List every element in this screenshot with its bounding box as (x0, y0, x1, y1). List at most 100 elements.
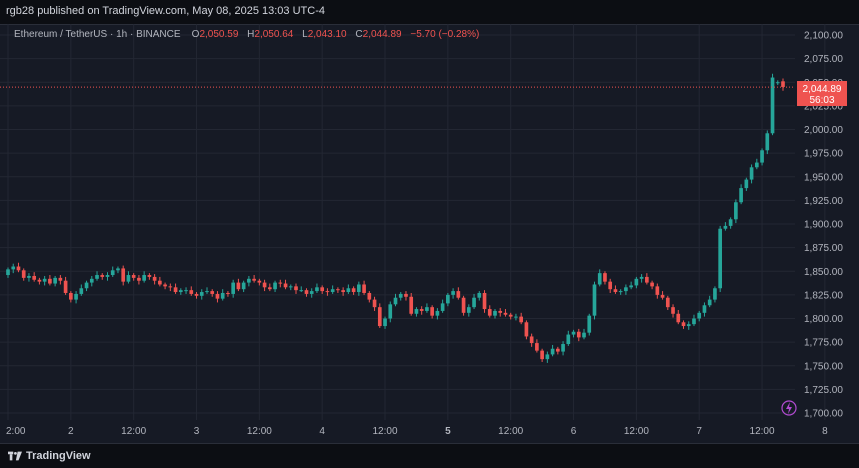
candle-body (634, 278, 639, 286)
candle (686, 321, 691, 330)
candle-body (351, 288, 356, 293)
candle-body (294, 286, 298, 291)
candle (472, 293, 476, 310)
candle-body (404, 293, 408, 297)
candle (184, 287, 188, 294)
candle-body (257, 280, 262, 283)
y-tick-label: 1,800.00 (804, 314, 843, 325)
candle (734, 199, 738, 224)
candle (273, 280, 277, 293)
candle-body (27, 275, 31, 278)
candle-body (362, 284, 366, 293)
candle-body (304, 290, 309, 294)
candle-body (173, 287, 178, 293)
candle-body (252, 278, 256, 281)
lightning-icon[interactable] (781, 400, 797, 416)
high-label: H (247, 29, 255, 40)
x-tick-label: 3 (194, 426, 200, 437)
candle-body (372, 299, 377, 308)
candle (681, 320, 686, 329)
candle (482, 290, 487, 313)
y-tick-label: 1,725.00 (804, 385, 843, 396)
candle-body (603, 273, 607, 282)
candle (477, 291, 482, 301)
candle (624, 284, 628, 295)
candle (241, 280, 246, 293)
candle (320, 285, 325, 294)
candle (388, 301, 393, 323)
candle (247, 275, 251, 287)
candle (561, 341, 565, 356)
candle (660, 291, 665, 300)
candle-body (566, 334, 571, 345)
candle-body (199, 292, 204, 296)
y-tick-label: 1,750.00 (804, 361, 843, 372)
candle-body (734, 202, 738, 220)
candle (309, 288, 314, 298)
candle-body (48, 278, 52, 284)
candle (702, 302, 707, 317)
candle-body (692, 318, 696, 325)
candle-body (555, 348, 560, 352)
candle (330, 285, 335, 294)
open-value: 2,050.59 (199, 29, 239, 40)
candle (163, 282, 167, 290)
candle-body (178, 290, 183, 293)
x-tick-label: 12:00 (498, 426, 523, 437)
candle (519, 312, 524, 325)
candle-body (74, 293, 78, 300)
candle (618, 289, 623, 295)
candle-body (121, 268, 126, 282)
candle (446, 292, 450, 307)
candle-body (671, 307, 675, 314)
y-tick-label: 2,000.00 (804, 125, 843, 136)
candle-body (116, 268, 120, 271)
candle-body (446, 294, 450, 304)
candle (74, 291, 78, 304)
candle (498, 308, 503, 317)
candle (744, 177, 749, 191)
published-caption: rgb28 published on TradingView.com, May … (6, 5, 325, 17)
candle (749, 164, 754, 184)
candle-body (540, 350, 544, 360)
candle-body (592, 284, 597, 316)
candle (42, 275, 47, 286)
candle-body (409, 296, 414, 314)
candle (362, 280, 366, 295)
candle (11, 263, 16, 274)
x-tick-label: 6 (571, 426, 577, 437)
candle-body (84, 282, 89, 289)
candle-body (781, 81, 785, 87)
candle-body (487, 309, 492, 316)
candle-body (686, 324, 691, 327)
candle (168, 283, 173, 292)
candle-body (697, 312, 702, 319)
candle-body (451, 291, 455, 295)
candle (524, 320, 529, 340)
chart-frame[interactable] (0, 24, 859, 444)
candle (587, 313, 592, 336)
candle-body (105, 275, 110, 277)
candle (576, 328, 581, 342)
price-tag-price: 2,044.89 (803, 84, 842, 95)
candle (173, 283, 178, 294)
high-value: 2,050.64 (254, 29, 294, 40)
candlestick-chart[interactable]: 2,100.002,075.002,050.002,025.002,000.00… (0, 24, 859, 444)
candle-body (472, 297, 476, 308)
candle-body (508, 314, 513, 317)
candle-body (482, 292, 487, 310)
top-bar: rgb28 published on TradingView.com, May … (0, 0, 859, 24)
tradingview-logo[interactable]: TradingView (8, 450, 91, 462)
candle (739, 184, 743, 205)
candle-body (425, 307, 429, 311)
y-tick-label: 1,950.00 (804, 172, 843, 183)
candle-body (514, 316, 518, 318)
candle-body (189, 290, 194, 294)
candle-body (550, 348, 555, 355)
candle-body (461, 297, 466, 313)
open-label: O (191, 29, 200, 40)
candle (775, 80, 780, 86)
candle (116, 266, 120, 274)
candle (493, 309, 497, 319)
candle (32, 272, 37, 282)
